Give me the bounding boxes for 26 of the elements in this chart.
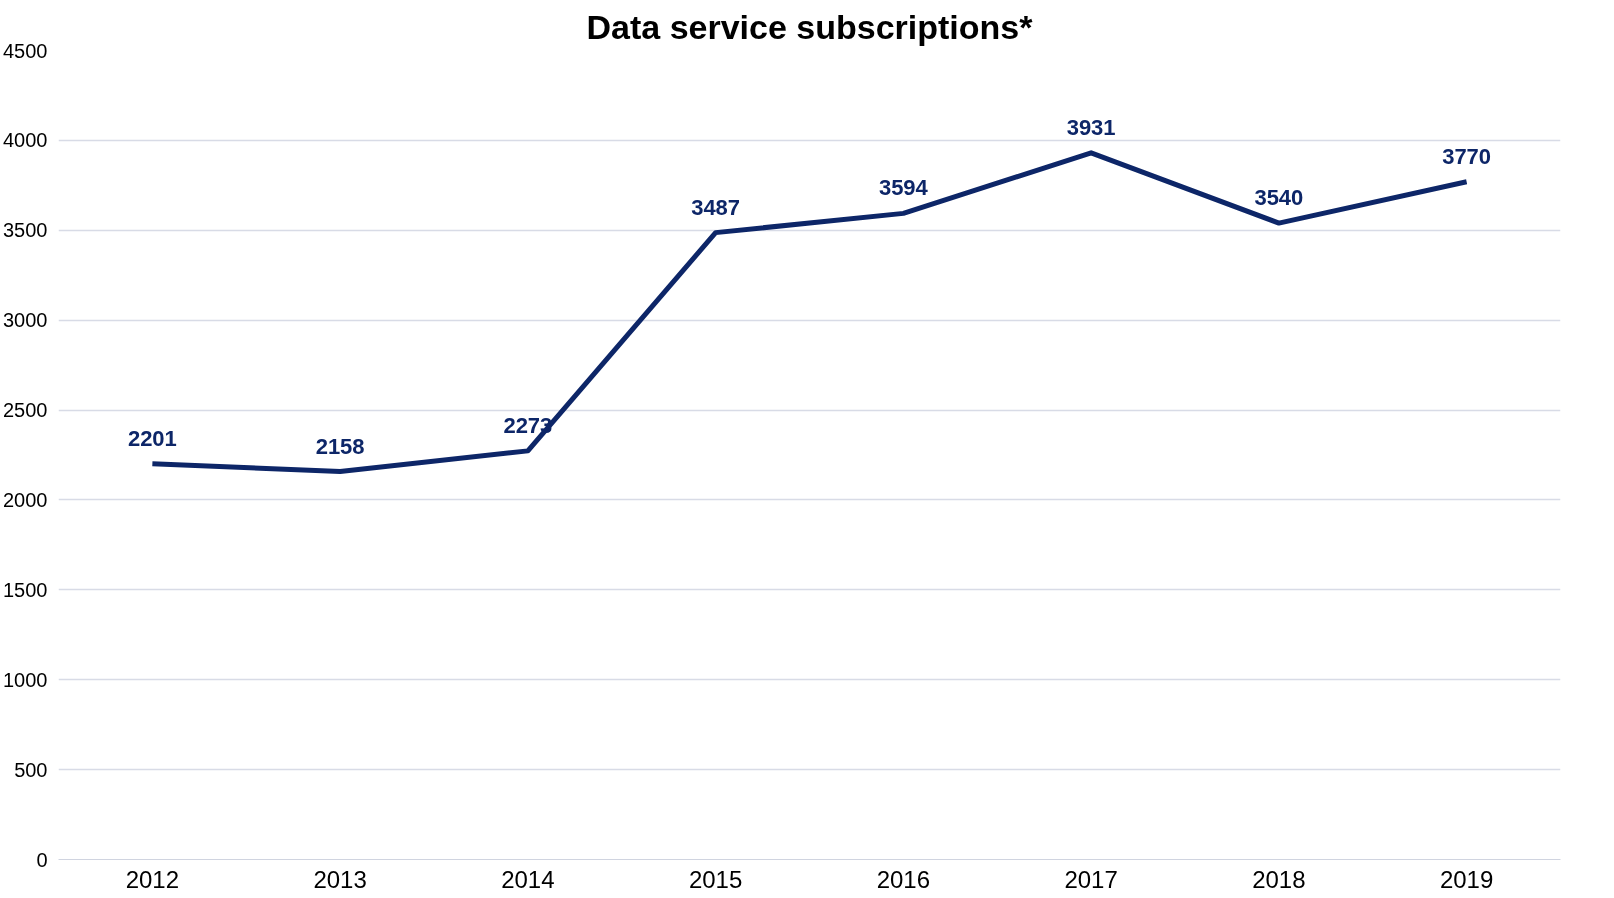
data-label: 3540	[1254, 185, 1304, 211]
x-tick-label: 2018	[1252, 865, 1306, 893]
data-label: 3931	[1066, 114, 1116, 140]
chart-title: Data service subscriptions*	[586, 7, 1034, 46]
x-tick-label: 2017	[1064, 865, 1118, 893]
x-tick-label: 2014	[501, 865, 555, 893]
y-tick-label: 1000	[3, 668, 48, 691]
data-label: 3770	[1442, 143, 1492, 169]
y-tick-label: 2000	[3, 488, 48, 511]
y-tick-label: 500	[14, 758, 48, 781]
x-tick-label: 2016	[876, 865, 931, 893]
y-tick-label: 1500	[3, 578, 48, 601]
y-tick-label: 2500	[3, 399, 48, 422]
x-tick-label: 2019	[1439, 865, 1494, 893]
y-tick-label: 0	[36, 848, 48, 871]
data-label: 2201	[127, 425, 177, 451]
data-label: 3487	[691, 194, 741, 220]
x-tick-label: 2012	[125, 865, 180, 893]
data-label: 2158	[315, 433, 365, 459]
y-tick-label: 3500	[3, 219, 48, 242]
y-tick-label: 4000	[3, 129, 48, 152]
data-label: 3594	[878, 175, 929, 201]
y-tick-label: 4500	[3, 39, 48, 62]
x-tick-label: 2013	[313, 865, 367, 893]
x-tick-label: 2015	[688, 865, 743, 893]
y-tick-label: 3000	[3, 309, 48, 332]
